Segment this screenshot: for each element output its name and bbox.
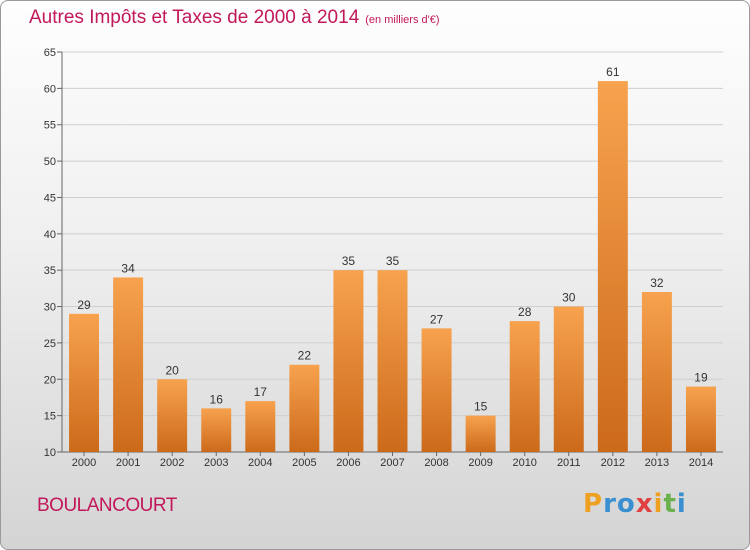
chart-title-text: Autres Impôts et Taxes de 2000 à 2014 <box>29 7 360 28</box>
commune-name: BOULANCOURT <box>37 495 177 516</box>
bar-2001 <box>113 277 144 452</box>
bar-2012 <box>597 81 628 452</box>
data-label-2013: 32 <box>650 276 664 290</box>
y-tick-label: 45 <box>44 192 56 204</box>
x-tick-label-2013: 2013 <box>645 457 669 469</box>
data-label-2007: 35 <box>386 254 400 268</box>
data-label-2001: 34 <box>121 261 135 275</box>
bar-2006 <box>333 270 364 452</box>
bar-2007 <box>377 270 408 452</box>
x-tick-label-2006: 2006 <box>336 457 360 469</box>
y-tick-label: 35 <box>44 265 56 277</box>
y-tick-label: 50 <box>44 156 56 168</box>
data-label-2011: 30 <box>562 291 576 305</box>
chart-subtitle: (en milliers d'€) <box>365 14 440 26</box>
x-tick-label-2002: 2002 <box>160 457 184 469</box>
x-tick-label-2003: 2003 <box>204 457 228 469</box>
bar-2000 <box>69 313 100 452</box>
x-tick-label-2008: 2008 <box>424 457 448 469</box>
x-tick-label-2014: 2014 <box>689 457 713 469</box>
bar-2014 <box>685 386 716 452</box>
bar-2002 <box>157 379 188 452</box>
data-label-2003: 16 <box>210 392 224 406</box>
data-label-2004: 17 <box>254 385 268 399</box>
bar-2005 <box>289 364 320 452</box>
proxiti-logo: Proxiti <box>583 489 687 519</box>
data-label-2014: 19 <box>694 371 708 385</box>
y-tick-label: 25 <box>44 338 56 350</box>
data-label-2005: 22 <box>298 349 312 363</box>
data-label-2009: 15 <box>474 400 488 414</box>
chart-title: Autres Impôts et Taxes de 2000 à 2014 (en… <box>29 7 440 29</box>
y-tick-label: 55 <box>44 120 56 132</box>
bar-2008 <box>421 328 452 452</box>
bar-2010 <box>509 321 540 452</box>
x-tick-label-2009: 2009 <box>468 457 492 469</box>
y-tick-label: 20 <box>44 374 56 386</box>
y-tick-label: 30 <box>44 302 56 314</box>
bar-2013 <box>641 292 672 452</box>
bar-2003 <box>201 408 232 452</box>
y-tick-label: 65 <box>44 47 56 59</box>
data-label-2008: 27 <box>430 312 444 326</box>
bar-2004 <box>245 401 276 452</box>
x-tick-label-2000: 2000 <box>72 457 96 469</box>
data-label-2012: 61 <box>606 65 620 79</box>
x-tick-label-2012: 2012 <box>601 457 625 469</box>
bar-2009 <box>465 415 496 452</box>
y-tick-label: 15 <box>44 411 56 423</box>
x-tick-label-2007: 2007 <box>380 457 404 469</box>
data-label-2010: 28 <box>518 305 532 319</box>
x-tick-label-2011: 2011 <box>557 457 581 469</box>
x-tick-label-2001: 2001 <box>116 457 140 469</box>
data-label-2002: 20 <box>165 363 179 377</box>
x-tick-label-2010: 2010 <box>512 457 536 469</box>
x-tick-label-2004: 2004 <box>248 457 272 469</box>
bar-2011 <box>553 306 584 452</box>
data-label-2000: 29 <box>77 298 91 312</box>
y-tick-label: 10 <box>44 447 56 459</box>
y-tick-label: 60 <box>44 83 56 95</box>
y-tick-label: 40 <box>44 229 56 241</box>
data-label-2006: 35 <box>342 254 356 268</box>
x-tick-label-2005: 2005 <box>292 457 316 469</box>
